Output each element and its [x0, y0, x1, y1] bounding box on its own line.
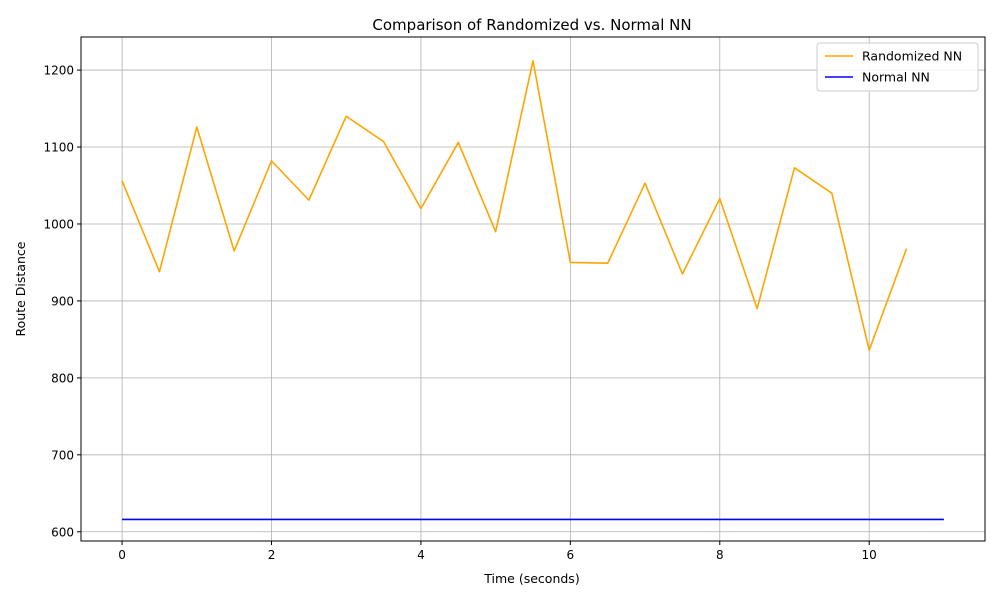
x-axis-label: Time (seconds): [483, 571, 579, 586]
y-tick-label: 1200: [43, 64, 74, 78]
y-tick-label: 800: [51, 371, 74, 385]
legend-label: Randomized NN: [862, 49, 962, 64]
legend-label: Normal NN: [862, 70, 930, 85]
series-lines: [121, 60, 944, 521]
y-tick-label: 1000: [43, 217, 74, 231]
x-tick-label: 8: [716, 548, 724, 562]
y-tick-label: 900: [51, 294, 74, 308]
legend: Randomized NN Normal NN: [816, 42, 979, 92]
y-axis-ticks: 600 700 800 900 1000 1100 1200: [43, 64, 81, 539]
y-tick-label: 600: [51, 525, 74, 539]
y-tick-label: 700: [51, 448, 74, 462]
x-tick-label: 4: [417, 548, 425, 562]
chart-title: Comparison of Randomized vs. Normal NN: [372, 16, 691, 34]
plot-frame: [80, 36, 986, 542]
legend-box: [816, 42, 979, 92]
series-line-randomized-nn: [121, 60, 908, 351]
y-axis-label: Route Distance: [13, 241, 28, 336]
y-tick-label: 1100: [43, 141, 74, 155]
grid: [81, 37, 985, 541]
x-axis-ticks: 0 2 4 6 8 10: [118, 541, 877, 562]
x-tick-label: 0: [118, 548, 126, 562]
x-tick-label: 10: [862, 548, 877, 562]
x-tick-label: 6: [567, 548, 575, 562]
x-tick-label: 2: [268, 548, 276, 562]
